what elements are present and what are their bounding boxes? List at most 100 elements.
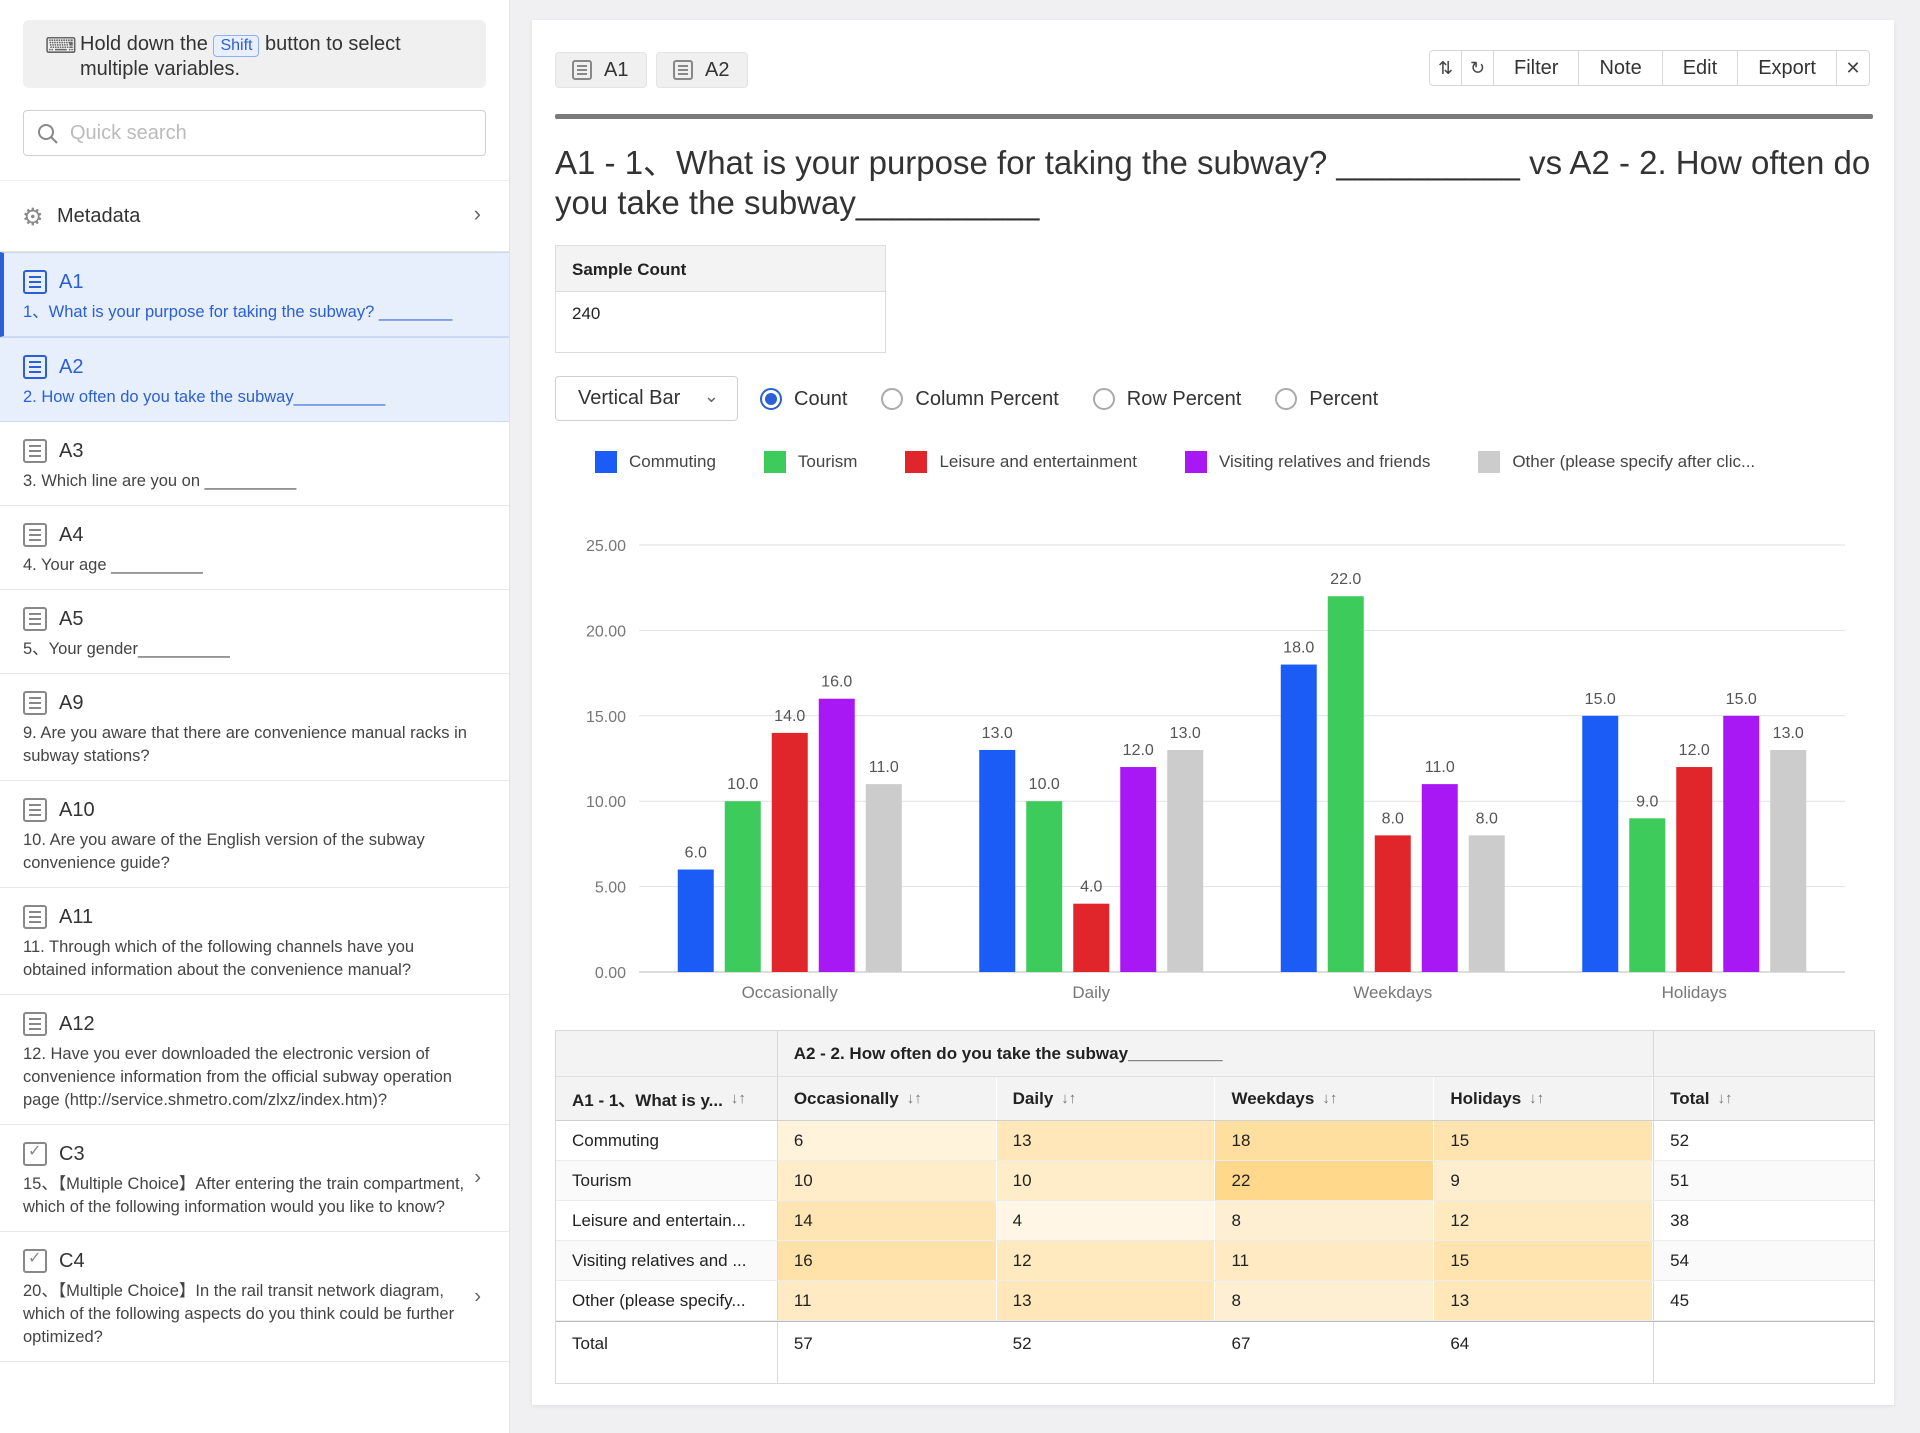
y-tick-label: 0.00 [595, 965, 626, 982]
variable-item-c3[interactable]: C3 15、【Multiple Choice】After entering the… [0, 1125, 509, 1232]
variable-item-a11[interactable]: A11 11. Through which of the following ch… [0, 888, 509, 995]
table-cell: 14 [777, 1201, 997, 1240]
column-header-occasionally[interactable]: Occasionally ↓↑ [778, 1077, 997, 1120]
sort-icon[interactable]: ↓↑ [730, 1090, 746, 1107]
variable-head: A10 [23, 795, 487, 825]
chart-type-select[interactable]: Vertical Bar ⌄ [555, 376, 738, 421]
table-cell: 11 [1215, 1241, 1435, 1280]
bar [1582, 715, 1619, 972]
sort-icon[interactable]: ↓↑ [1061, 1090, 1077, 1107]
variable-list: A1 1、What is your purpose for taking the … [0, 252, 509, 1362]
row-variable-header[interactable]: A1 - 1、What is y... ↓↑ [556, 1077, 778, 1120]
header-label: A1 - 1、What is y... [572, 1091, 723, 1110]
radio-percent[interactable]: Percent [1275, 388, 1378, 411]
swap-icon[interactable]: ⇅ [1430, 51, 1463, 85]
column-header-holidays[interactable]: Holidays ↓↑ [1434, 1077, 1654, 1120]
list-icon [23, 1012, 47, 1036]
refresh-icon[interactable]: ↻ [1462, 51, 1495, 85]
page-title: A1 - 1、What is your purpose for taking t… [555, 144, 1871, 221]
variable-head: A12 [23, 1009, 487, 1039]
sort-icon[interactable]: ↓↑ [1322, 1090, 1338, 1107]
variable-description: 10. Are you aware of the English version… [23, 831, 425, 872]
data-label: 4.0 [1080, 879, 1102, 896]
bar [1374, 835, 1411, 972]
row-total: 54 [1653, 1241, 1874, 1280]
variable-code: A10 [59, 798, 95, 821]
legend-item[interactable]: Commuting [595, 451, 716, 473]
legend-swatch [595, 451, 617, 473]
data-label: 11.0 [1425, 759, 1455, 776]
legend-label: Visiting relatives and friends [1218, 452, 1431, 471]
variable-code: A11 [59, 905, 94, 928]
metadata-row[interactable]: ⚙ Metadata › [0, 180, 509, 252]
legend-label: Leisure and entertainment [939, 452, 1137, 471]
export-button[interactable]: Export [1738, 51, 1837, 85]
shift-hint: ⌨ Hold down the Shift button to select m… [23, 20, 486, 88]
radio-row-percent[interactable]: Row Percent [1092, 387, 1242, 411]
variable-code: C3 [59, 1142, 85, 1165]
legend-item[interactable]: Leisure and entertainment [905, 451, 1137, 473]
search-input[interactable] [70, 117, 470, 149]
legend-item[interactable]: Tourism [763, 451, 858, 473]
table-cell: 10 [996, 1161, 1216, 1200]
tab-a1[interactable]: A1 [555, 52, 648, 88]
chevron-down-icon: ⌄ [703, 386, 719, 406]
variable-description: 5、Your gender__________ [23, 640, 230, 658]
search-icon [38, 124, 58, 144]
hint-text-before: Hold down the [80, 33, 208, 55]
sort-icon[interactable]: ↓↑ [1529, 1090, 1545, 1107]
table-row: Tourism 10 10 22 9 51 [556, 1161, 1874, 1201]
variable-item-a3[interactable]: A3 3. Which line are you on __________ [0, 422, 509, 506]
table-cell: 4 [996, 1201, 1216, 1240]
header-label: Holidays [1450, 1088, 1522, 1108]
radio-label: Row Percent [1126, 387, 1242, 410]
variable-item-a5[interactable]: A5 5、Your gender__________ [0, 590, 509, 674]
table-cell: 22 [1215, 1161, 1435, 1200]
variable-item-a10[interactable]: A10 10. Are you aware of the English vers… [0, 781, 509, 888]
legend-swatch [1184, 451, 1207, 473]
variable-description: 3. Which line are you on __________ [23, 472, 297, 490]
row-label: Commuting [556, 1121, 778, 1160]
tab-a2[interactable]: A2 [656, 52, 749, 88]
data-label: 10.0 [1029, 776, 1060, 793]
data-label: 12.0 [1123, 742, 1154, 759]
edit-button[interactable]: Edit [1663, 51, 1739, 85]
radio-column-percent[interactable]: Column Percent [881, 388, 1059, 411]
variable-item-a9[interactable]: A9 9. Are you aware that there are conven… [0, 674, 509, 781]
radio-count[interactable]: Count [760, 388, 847, 411]
variable-item-a4[interactable]: A4 4. Your age __________ [0, 506, 509, 590]
legend-label: Tourism [797, 452, 858, 471]
variable-item-a1[interactable]: A1 1、What is your purpose for taking the … [0, 252, 509, 337]
column-header-weekdays[interactable]: Weekdays ↓↑ [1215, 1077, 1435, 1120]
row-label: Tourism [556, 1161, 778, 1200]
table-header-row: A1 - 1、What is y... ↓↑ Occasionally ↓↑ Daily… [556, 1077, 1874, 1121]
list-icon [23, 270, 47, 294]
variable-head: A3 [23, 436, 487, 466]
divider [555, 114, 1873, 119]
variable-item-a12[interactable]: A12 12. Have you ever downloaded the elec… [0, 995, 509, 1125]
note-button[interactable]: Note [1579, 51, 1663, 85]
x-tick-label: Occasionally [742, 983, 839, 1002]
header-label: Occasionally [793, 1088, 899, 1108]
legend-swatch [763, 451, 786, 473]
bar [1120, 767, 1157, 972]
variable-item-a2[interactable]: A2 2. How often do you take the subway___… [0, 337, 509, 422]
sample-count-label: Sample Count [556, 246, 885, 292]
column-header-daily[interactable]: Daily ↓↑ [997, 1077, 1216, 1120]
close-icon[interactable]: ✕ [1845, 57, 1861, 78]
column-header-total[interactable]: Total ↓↑ [1653, 1077, 1874, 1120]
row-total: 51 [1653, 1161, 1874, 1200]
filter-button[interactable]: Filter [1494, 51, 1580, 85]
bar [865, 784, 902, 972]
quick-search[interactable] [23, 110, 486, 156]
variable-description: 9. Are you aware that there are convenie… [23, 724, 467, 765]
variable-head: A1 [23, 267, 487, 297]
bar [818, 698, 855, 972]
variable-item-c4[interactable]: C4 20、【Multiple Choice】In the rail transi… [0, 1232, 509, 1362]
grand-total-empty [1653, 1322, 1874, 1383]
keyboard-icon: ⌨ [45, 33, 77, 58]
sort-icon[interactable]: ↓↑ [906, 1090, 922, 1107]
sort-icon[interactable]: ↓↑ [1717, 1090, 1733, 1107]
legend-item[interactable]: Visiting relatives and friends [1184, 451, 1431, 473]
legend-item[interactable]: Other (please specify after clic... [1478, 451, 1755, 473]
